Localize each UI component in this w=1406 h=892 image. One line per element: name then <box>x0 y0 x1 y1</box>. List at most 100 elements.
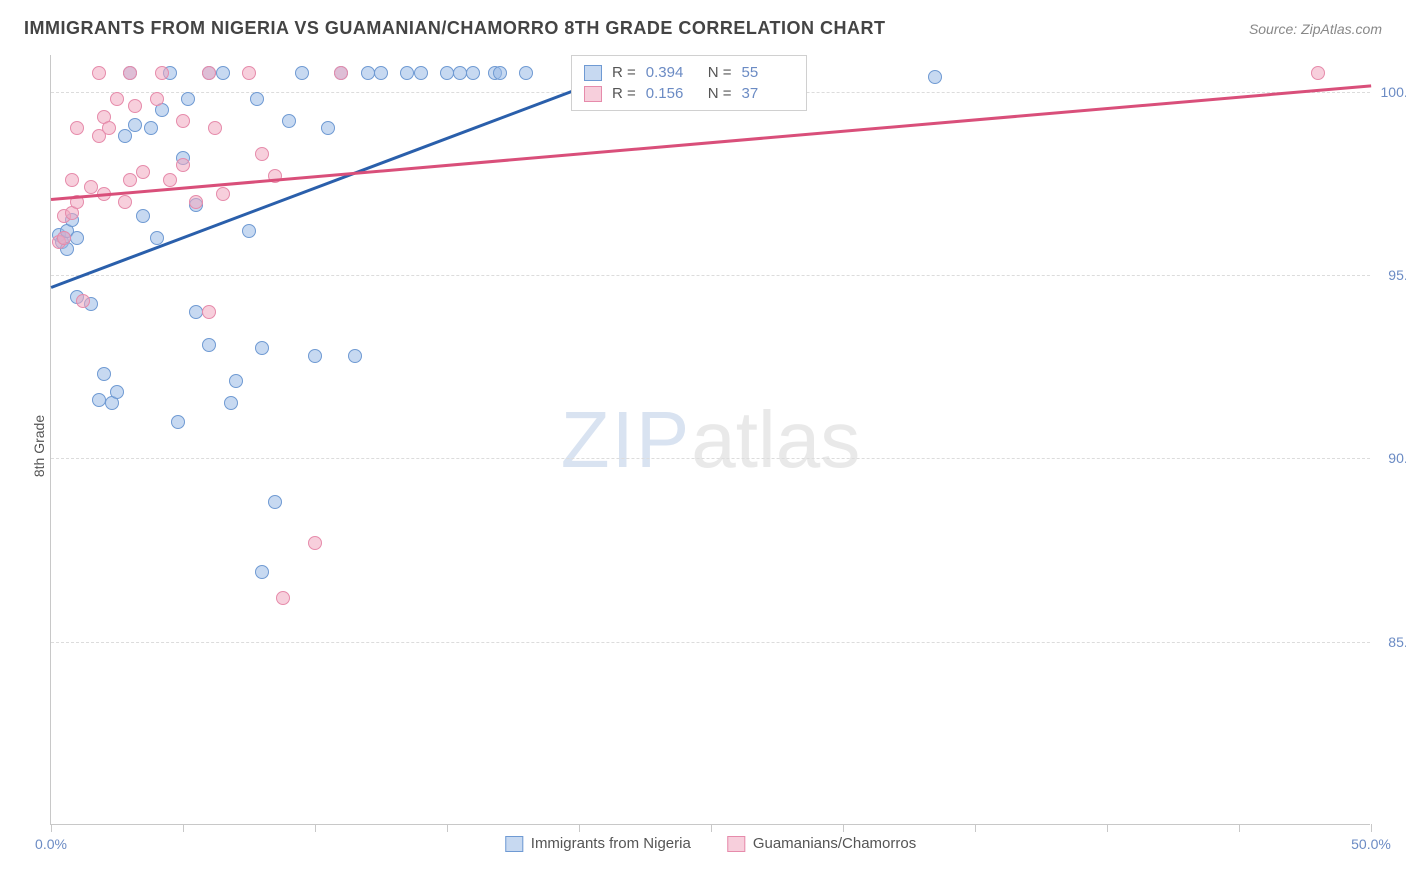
data-point <box>440 66 454 80</box>
r-value: 0.394 <box>646 64 698 81</box>
data-point <box>255 341 269 355</box>
header-row: IMMIGRANTS FROM NIGERIA VS GUAMANIAN/CHA… <box>24 18 1382 39</box>
x-tick <box>579 824 580 832</box>
legend-item: Guamanians/Chamorros <box>727 835 916 852</box>
data-point <box>202 305 216 319</box>
data-point <box>123 66 137 80</box>
data-point <box>202 66 216 80</box>
legend-row: R =0.394N =55 <box>584 62 794 83</box>
x-tick <box>183 824 184 832</box>
data-point <box>255 565 269 579</box>
data-point <box>97 367 111 381</box>
gridline <box>51 275 1370 276</box>
data-point <box>189 195 203 209</box>
legend-row: R = 0.156 N = 37 <box>584 83 794 104</box>
data-point <box>216 66 230 80</box>
n-value: 37 <box>742 85 794 102</box>
legend-swatch <box>505 836 523 852</box>
data-point <box>348 349 362 363</box>
x-tick-label: 0.0% <box>35 836 67 852</box>
x-tick <box>315 824 316 832</box>
data-point <box>321 121 335 135</box>
data-point <box>202 338 216 352</box>
data-point <box>250 92 264 106</box>
y-tick-label: 90.0% <box>1388 450 1406 466</box>
data-point <box>176 158 190 172</box>
data-point <box>128 99 142 113</box>
x-tick-label: 50.0% <box>1351 836 1391 852</box>
data-point <box>57 231 71 245</box>
x-tick <box>1371 824 1372 832</box>
legend-swatch <box>584 86 602 102</box>
data-point <box>400 66 414 80</box>
watermark-atlas: atlas <box>691 395 860 484</box>
y-tick-label: 100.0% <box>1381 84 1406 100</box>
data-point <box>92 66 106 80</box>
plot-area: ZIPatlas 85.0%90.0%95.0%100.0%0.0%50.0%R… <box>50 55 1370 825</box>
chart-title: IMMIGRANTS FROM NIGERIA VS GUAMANIAN/CHA… <box>24 18 885 39</box>
watermark: ZIPatlas <box>561 394 860 486</box>
data-point <box>216 187 230 201</box>
source-label: Source: ZipAtlas.com <box>1249 21 1382 37</box>
data-point <box>118 195 132 209</box>
data-point <box>255 147 269 161</box>
data-point <box>374 66 388 80</box>
data-point <box>295 66 309 80</box>
data-point <box>118 129 132 143</box>
data-point <box>414 66 428 80</box>
legend-item: Immigrants from Nigeria <box>505 835 691 852</box>
data-point <box>242 224 256 238</box>
data-point <box>150 92 164 106</box>
data-point <box>144 121 158 135</box>
series-legend: Immigrants from Nigeria Guamanians/Chamor… <box>505 835 916 852</box>
data-point <box>453 66 467 80</box>
data-point <box>128 118 142 132</box>
x-tick <box>975 824 976 832</box>
data-point <box>163 173 177 187</box>
x-tick <box>843 824 844 832</box>
legend-swatch <box>727 836 745 852</box>
gridline <box>51 642 1370 643</box>
correlation-legend: R =0.394N =55R =0.156N =37 <box>571 55 807 111</box>
data-point <box>282 114 296 128</box>
data-point <box>189 305 203 319</box>
r-label: R = <box>612 85 636 102</box>
data-point <box>224 396 238 410</box>
data-point <box>70 121 84 135</box>
data-point <box>110 92 124 106</box>
x-tick <box>51 824 52 832</box>
data-point <box>171 415 185 429</box>
y-axis-label: 8th Grade <box>31 415 47 477</box>
data-point <box>308 536 322 550</box>
data-point <box>155 66 169 80</box>
data-point <box>308 349 322 363</box>
n-label: N = <box>708 64 732 81</box>
x-tick <box>447 824 448 832</box>
data-point <box>493 66 507 80</box>
data-point <box>70 231 84 245</box>
watermark-zip: ZIP <box>561 395 691 484</box>
legend-swatch <box>584 65 602 81</box>
x-tick <box>1107 824 1108 832</box>
r-value: 0.156 <box>646 85 698 102</box>
data-point <box>65 173 79 187</box>
data-point <box>92 393 106 407</box>
data-point <box>110 385 124 399</box>
data-point <box>268 495 282 509</box>
data-point <box>361 66 375 80</box>
data-point <box>229 374 243 388</box>
gridline <box>51 458 1370 459</box>
data-point <box>176 114 190 128</box>
data-point <box>928 70 942 84</box>
data-point <box>136 209 150 223</box>
x-tick <box>711 824 712 832</box>
legend-label: Immigrants from Nigeria <box>531 835 691 852</box>
data-point <box>84 180 98 194</box>
y-tick-label: 95.0% <box>1388 267 1406 283</box>
n-label: N = <box>708 85 732 102</box>
legend-label: Guamanians/Chamorros <box>753 835 916 852</box>
data-point <box>123 173 137 187</box>
data-point <box>334 66 348 80</box>
y-tick-label: 85.0% <box>1388 634 1406 650</box>
data-point <box>136 165 150 179</box>
